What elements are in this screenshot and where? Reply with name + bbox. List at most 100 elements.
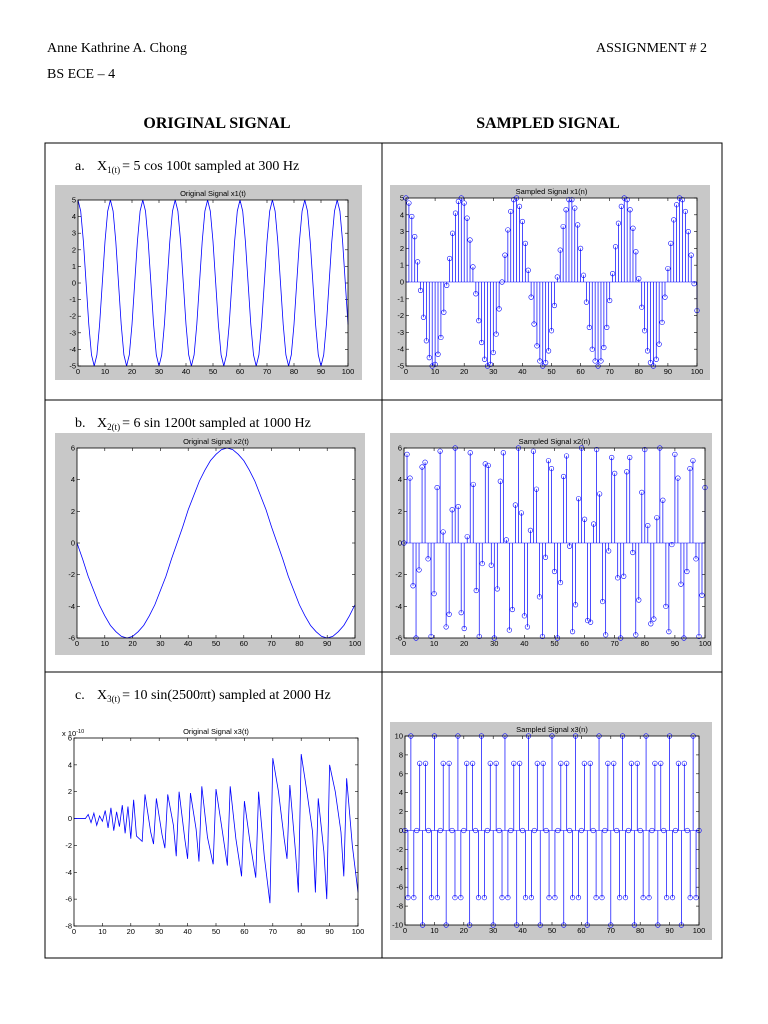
x-tick-label: 70 (606, 367, 614, 376)
stem-marker (490, 349, 496, 356)
x-tick-label: 10 (98, 927, 106, 936)
stem-marker (458, 610, 464, 616)
y-tick-label: 6 (71, 444, 75, 453)
x-tick-label: 100 (699, 639, 712, 648)
stem-marker (693, 894, 699, 901)
x-tick-label: 60 (577, 926, 585, 935)
x-tick-label: 20 (460, 926, 468, 935)
stem-marker (524, 624, 531, 630)
x-tick-label: 10 (431, 367, 439, 376)
stem-marker (624, 197, 630, 203)
stem-marker (580, 272, 587, 278)
stem-marker (581, 760, 587, 767)
signal-description: = 5 cos 100t sampled at 300 Hz (122, 159, 299, 174)
stem-marker (487, 361, 493, 367)
stem-marker (467, 450, 473, 456)
stem-marker (426, 355, 432, 361)
stem-marker (420, 314, 427, 320)
stem-marker (539, 633, 546, 640)
stem-marker (537, 358, 543, 364)
stem-marker (659, 319, 665, 325)
stem-marker (681, 760, 687, 767)
y-tick-label: 2 (399, 807, 403, 816)
x-tick-label: 40 (518, 367, 526, 376)
assignment-number: ASSIGNMENT # 2 (596, 41, 707, 56)
stem-marker (522, 240, 528, 246)
plot-frame (77, 199, 349, 367)
stem-marker (502, 252, 508, 258)
stem-marker (624, 469, 630, 475)
x-tick-label: 50 (209, 367, 217, 376)
stem-marker (647, 360, 654, 366)
axis-multiplier: x 10-10 (62, 729, 84, 738)
x-tick-label: 100 (352, 927, 365, 936)
plot-area (77, 448, 355, 638)
item-letter: b. (75, 416, 86, 431)
stem-marker (446, 760, 452, 767)
stem-marker (545, 458, 552, 464)
stem-marker (555, 827, 561, 834)
x-tick-label: 90 (317, 367, 325, 376)
stem-marker (552, 894, 558, 901)
stem-marker (452, 894, 458, 901)
stem-marker (569, 629, 576, 635)
stem-marker (437, 448, 443, 454)
x-tick-label: 40 (182, 367, 190, 376)
stem-marker (569, 894, 576, 901)
plot-area (74, 738, 358, 926)
x-tick-label: 40 (518, 926, 526, 935)
x-tick-label: 30 (489, 926, 497, 935)
y-tick-label: 3 (72, 229, 76, 238)
y-tick-label: 6 (398, 444, 402, 453)
x-tick-label: 100 (349, 639, 362, 648)
y-tick-label: -5 (69, 362, 76, 371)
stem-marker (594, 446, 600, 453)
x-tick-label: 20 (460, 639, 468, 648)
stem-marker (581, 516, 588, 522)
stem-marker (475, 894, 482, 901)
stem-marker (531, 827, 537, 834)
stem-marker (499, 279, 505, 285)
stem-marker (675, 760, 682, 767)
stem-marker (487, 760, 493, 767)
stem-marker (440, 760, 446, 767)
stem-marker (476, 633, 482, 640)
stem-marker (423, 338, 429, 344)
y-tick-label: 5 (72, 196, 76, 205)
chart: Original Signal x1(t)0 10 20 30 40 50 60 70 80 90… (55, 185, 362, 380)
stem-marker (494, 586, 500, 592)
y-tick-label: -6 (396, 883, 403, 892)
stem-marker (516, 203, 523, 209)
stem-marker (464, 760, 470, 767)
stem-marker (671, 217, 677, 223)
x-tick-label: 10 (101, 639, 109, 648)
y-tick-label: -2 (397, 311, 404, 320)
stem-marker (530, 448, 537, 454)
x-tick-label: 30 (155, 927, 163, 936)
y-tick-label: 3 (400, 227, 404, 236)
x-tick-label: 100 (691, 367, 704, 376)
stem-marker (592, 358, 598, 364)
plot-frame (76, 447, 356, 639)
stem-marker (588, 619, 594, 625)
y-tick-label: -4 (396, 864, 403, 873)
stem-marker (569, 197, 575, 203)
chart: Sampled Signal x1(n)0 10 20 30 40 50 60 70 80 90 1… (390, 185, 710, 380)
stem-marker (508, 827, 514, 834)
signal-subscript: 3(t) (107, 694, 120, 704)
x-tick-label: 30 (155, 367, 163, 376)
y-tick-label: -8 (396, 902, 403, 911)
stem-marker (432, 361, 438, 367)
stem-marker (640, 894, 646, 901)
y-tick-label: -3 (397, 328, 404, 337)
stem-marker (422, 459, 428, 465)
stem-marker (696, 633, 702, 640)
stem-marker (577, 245, 584, 251)
stem-marker (461, 200, 467, 206)
stem-marker (656, 341, 662, 347)
stem-marker (590, 827, 596, 834)
stem-marker (543, 827, 549, 834)
stem-marker (685, 229, 691, 235)
signal-description: = 10 sin(2500πt) sampled at 2000 Hz (122, 688, 331, 703)
stem-marker (636, 276, 642, 282)
